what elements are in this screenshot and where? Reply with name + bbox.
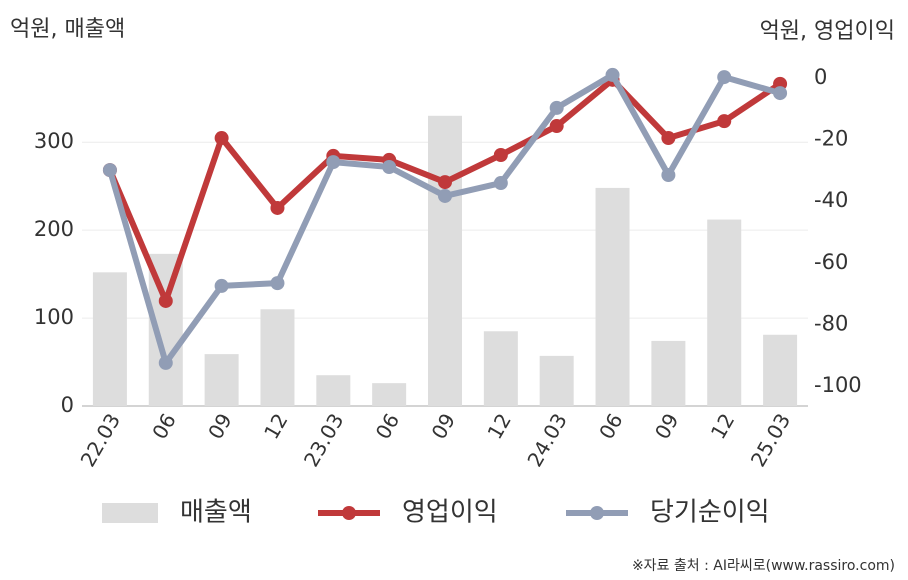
point bbox=[158, 355, 173, 370]
x-tick-label: 09 bbox=[427, 409, 461, 443]
bar bbox=[539, 355, 574, 406]
bar bbox=[707, 219, 742, 406]
y-tick-label: 0 bbox=[61, 393, 74, 417]
x-tick-label: 22.03 bbox=[76, 409, 125, 471]
point bbox=[102, 163, 117, 178]
legend-label: 매출액 bbox=[180, 498, 252, 528]
bar bbox=[651, 340, 686, 406]
x-tick-label: 12 bbox=[259, 409, 293, 443]
y2-axis-title: 억원, 영업이익 bbox=[760, 19, 895, 44]
bar bbox=[763, 334, 798, 406]
y2-tick-label: -100 bbox=[814, 373, 862, 397]
source: ※자료 출처 : AI라씨로(www.rassiro.com) bbox=[632, 558, 895, 574]
point bbox=[773, 86, 788, 101]
point bbox=[549, 119, 564, 134]
point bbox=[549, 100, 564, 115]
y-tick-label: 300 bbox=[34, 129, 74, 153]
point bbox=[493, 176, 508, 191]
point bbox=[661, 131, 676, 146]
x-tick-label: 06 bbox=[594, 409, 628, 443]
point bbox=[605, 67, 620, 82]
legend-swatch bbox=[590, 506, 604, 520]
point bbox=[158, 293, 173, 308]
x-tick-label: 12 bbox=[706, 409, 740, 443]
y-axis-title: 억원, 매출액 bbox=[10, 17, 125, 42]
point bbox=[438, 175, 452, 190]
y-tick-label: 100 bbox=[34, 305, 74, 329]
y2-tick-label: 0 bbox=[814, 65, 827, 89]
point bbox=[661, 168, 676, 183]
point bbox=[493, 147, 508, 162]
point bbox=[270, 276, 285, 291]
point bbox=[382, 160, 397, 175]
x-tick-label: 25.03 bbox=[746, 409, 795, 471]
bar bbox=[483, 331, 518, 406]
point bbox=[270, 200, 285, 215]
y2-tick-label: -80 bbox=[814, 311, 848, 335]
point bbox=[717, 70, 732, 85]
legend-swatch bbox=[342, 506, 356, 520]
bar bbox=[595, 187, 630, 406]
point bbox=[717, 114, 732, 129]
x-tick-label: 06 bbox=[371, 409, 405, 443]
legend-label: 당기순이익 bbox=[650, 498, 770, 528]
point bbox=[438, 188, 452, 203]
x-tick-label: 12 bbox=[482, 409, 516, 443]
bar bbox=[260, 309, 295, 406]
bar bbox=[92, 272, 127, 406]
point bbox=[214, 278, 229, 293]
bar bbox=[204, 354, 239, 406]
x-tick-label: 06 bbox=[147, 409, 181, 443]
y2-tick-label: -20 bbox=[814, 127, 848, 151]
x-tick-label: 09 bbox=[650, 409, 684, 443]
legend-swatch bbox=[102, 503, 158, 523]
point bbox=[326, 155, 341, 170]
x-tick-label: 24.03 bbox=[522, 409, 571, 471]
point bbox=[214, 131, 229, 146]
y-tick-label: 200 bbox=[34, 217, 74, 241]
legend-label: 영업이익 bbox=[402, 498, 498, 528]
x-tick-label: 23.03 bbox=[299, 409, 348, 471]
bar bbox=[428, 115, 462, 407]
y2-tick-label: -60 bbox=[814, 250, 848, 274]
y2-tick-label: -40 bbox=[814, 188, 848, 212]
bar bbox=[316, 375, 351, 406]
bar bbox=[372, 383, 407, 406]
x-tick-label: 09 bbox=[203, 409, 237, 443]
